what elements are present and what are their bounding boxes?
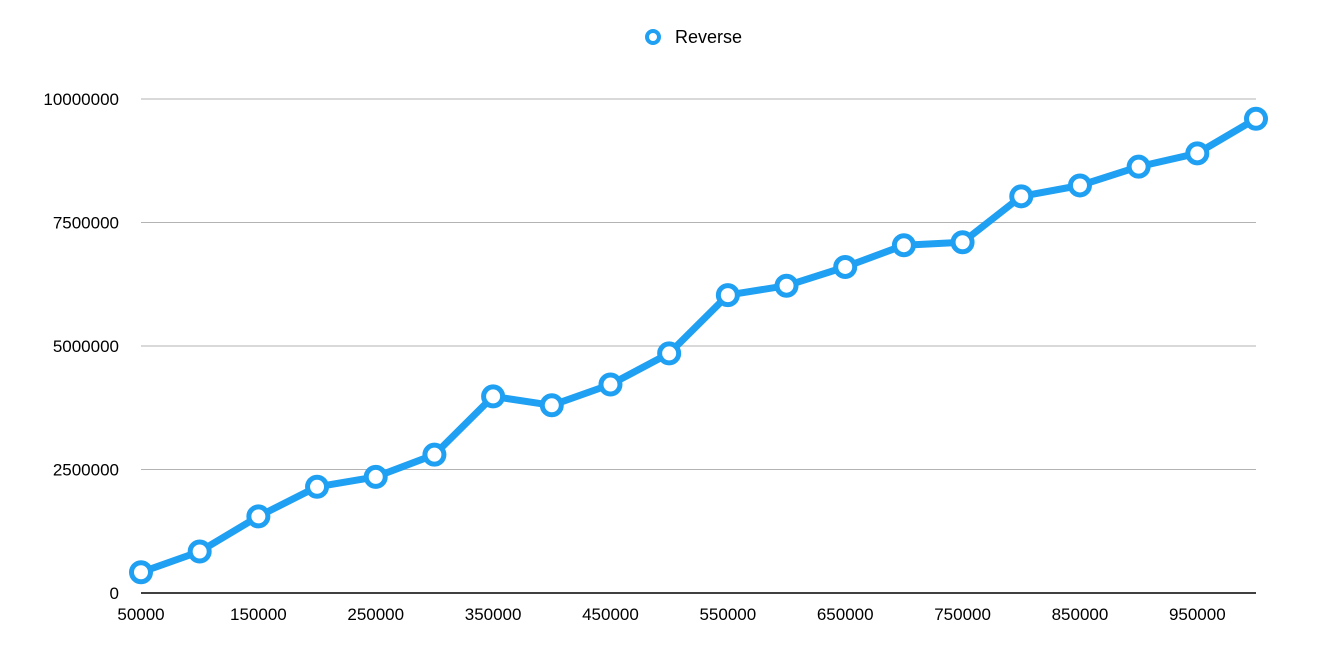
y-tick-label: 2500000 [53, 461, 119, 480]
data-point [539, 393, 564, 418]
x-tick-label: 50000 [117, 605, 164, 624]
legend-marker-reverse [645, 29, 661, 45]
legend: Reverse [645, 27, 742, 47]
data-point [774, 273, 799, 298]
x-tick-label: 850000 [1052, 605, 1109, 624]
data-point [1067, 173, 1092, 198]
data-point [833, 254, 858, 279]
y-gridlines [141, 98, 1256, 470]
series-reverse [129, 106, 1268, 585]
data-point [891, 233, 916, 258]
data-point [305, 474, 330, 499]
x-tick-label: 450000 [582, 605, 639, 624]
x-tick-labels: 50000 150000 250000 350000 450000 550000 65000… [117, 605, 1225, 624]
x-tick-label: 550000 [699, 605, 756, 624]
y-tick-label: 0 [110, 584, 119, 603]
data-point [187, 539, 212, 564]
y-tick-label: 5000000 [53, 337, 119, 356]
data-point [715, 283, 740, 308]
data-point [1009, 184, 1034, 209]
data-point [422, 442, 447, 467]
data-point [481, 384, 506, 409]
y-tick-label: 10000000 [43, 90, 119, 109]
x-tick-label: 750000 [934, 605, 991, 624]
x-tick-label: 150000 [230, 605, 287, 624]
y-tick-label: 7500000 [53, 214, 119, 233]
x-tick-label: 250000 [347, 605, 404, 624]
x-tick-label: 950000 [1169, 605, 1226, 624]
data-point [1244, 106, 1268, 131]
x-tick-label: 350000 [465, 605, 522, 624]
data-point [950, 230, 975, 255]
y-tick-labels: 0 2500000 5000000 7500000 10000000 [43, 90, 119, 603]
data-point [129, 560, 153, 585]
data-point [657, 341, 682, 366]
data-point [1126, 154, 1151, 179]
data-point [246, 504, 271, 529]
legend-label-reverse: Reverse [675, 27, 742, 47]
data-point [363, 464, 388, 489]
x-tick-label: 650000 [817, 605, 874, 624]
data-point [598, 372, 623, 397]
data-point [1185, 141, 1210, 166]
